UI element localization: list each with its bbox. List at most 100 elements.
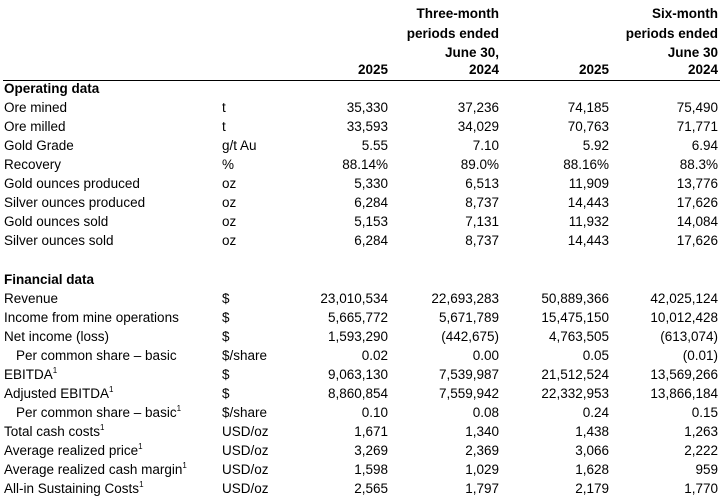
footnote-marker: 1 [139, 480, 144, 489]
row-unit: USD/oz [222, 424, 269, 439]
cell-value: 0.02 [361, 348, 388, 363]
row-label: Gold ounces sold [4, 212, 108, 231]
cell-value: 8,737 [465, 233, 499, 248]
cell-value: 6,513 [465, 176, 499, 191]
row-unit: $ [222, 291, 230, 306]
year-header: 2024 [468, 62, 499, 77]
row-label: Ore milled [4, 117, 66, 136]
row-label-text: Total cash costs [4, 424, 101, 439]
footnote-marker: 1 [182, 461, 187, 470]
row-unit: % [222, 157, 235, 172]
three-month-header-line3: June 30, [444, 45, 499, 60]
table-row: EBITDA1 $9,063,130 7,539,987 21,512,524 13,5… [0, 365, 723, 384]
row-label: Silver ounces produced [4, 193, 145, 212]
cell-value: 34,029 [457, 119, 499, 134]
cell-value: 1,263 [684, 424, 718, 439]
six-month-header-line2: periods ended [625, 25, 718, 41]
row-label: Total cash costs1 [4, 422, 105, 441]
cell-value: 21,512,524 [541, 367, 609, 382]
table-row: Average realized cash margin1 USD/oz 1,598… [0, 460, 723, 479]
row-label: Gold ounces produced [4, 174, 140, 193]
cell-value: 50,889,366 [541, 291, 609, 306]
cell-value: 13,569,266 [650, 367, 718, 382]
row-label-text: EBITDA [4, 367, 53, 382]
cell-value: 14,443 [567, 195, 609, 210]
row-unit: USD/oz [222, 443, 269, 458]
cell-value: 7,539,987 [438, 367, 499, 382]
row-unit: USD/oz [222, 481, 269, 496]
row-label: Net income (loss) [4, 327, 109, 346]
cell-value: 3,066 [575, 443, 609, 458]
footnote-marker: 1 [109, 385, 114, 394]
cell-value: 7,559,942 [438, 386, 499, 401]
cell-value: 35,330 [346, 100, 388, 115]
cell-value: 75,490 [676, 100, 718, 115]
row-unit: t [222, 100, 226, 115]
year-header: 2025 [357, 62, 388, 77]
cell-value: 11,932 [568, 214, 609, 229]
row-unit: g/t Au [222, 138, 257, 153]
row-label: Ore mined [4, 98, 67, 117]
cell-value: 1,797 [465, 481, 499, 496]
row-label: Per common share – basic1 [16, 403, 181, 422]
cell-value: 4,763,505 [548, 329, 609, 344]
row-label-text: Income from mine operations [4, 310, 179, 325]
cell-value: 74,185 [567, 100, 609, 115]
row-label-text: Adjusted EBITDA [4, 386, 110, 401]
section-heading-row: Operating data [0, 79, 723, 98]
row-label-text: Silver ounces produced [4, 195, 146, 210]
cell-value: 1,438 [575, 424, 609, 439]
cell-value: 0.10 [361, 405, 388, 420]
cell-value: 22,332,953 [541, 386, 609, 401]
cell-value: 88.14% [342, 157, 388, 172]
row-label: Adjusted EBITDA1 [4, 384, 114, 403]
cell-value: 14,443 [567, 233, 609, 248]
row-label-text: Net income (loss) [4, 329, 110, 344]
cell-value: 1,598 [354, 462, 388, 477]
row-label: Per common share – basic [16, 346, 177, 365]
row-label-text: Average realized cash margin [4, 462, 183, 477]
financial-section-title: Financial data [4, 272, 95, 287]
cell-value: 0.24 [582, 405, 609, 420]
cell-value: 14,084 [676, 214, 718, 229]
row-label-text: Average realized price [4, 443, 139, 458]
row-label-text: Per common share – basic [16, 405, 177, 420]
row-label: Average realized price1 [4, 441, 143, 460]
three-month-header-line1: Three-month [416, 6, 500, 21]
row-label-text: Silver ounces sold [4, 233, 114, 248]
year-header: 2024 [687, 62, 718, 77]
section-heading-row: Financial data [0, 270, 723, 289]
year-header-row: 2025 2024 2025 2024 [0, 60, 723, 79]
cell-value: 88.16% [563, 157, 609, 172]
cell-value: 71,771 [676, 119, 718, 134]
cell-value: 7,131 [465, 214, 499, 229]
cell-value: 88.3% [679, 157, 718, 172]
table-row: Gold ounces produced oz 5,330 6,513 11,909 13… [0, 174, 723, 193]
row-unit: oz [222, 214, 237, 229]
table-row: Per common share – basic $/share 0.02 0.00 0… [0, 346, 723, 365]
cell-value: 1,671 [354, 424, 388, 439]
cell-value: (442,675) [441, 329, 499, 344]
cell-value: 1,770 [684, 481, 718, 496]
cell-value: 17,626 [676, 195, 718, 210]
cell-value: 8,860,854 [327, 386, 388, 401]
footnote-marker: 1 [100, 423, 105, 432]
cell-value: 11,909 [568, 176, 609, 191]
cell-value: 89.0% [460, 157, 499, 172]
table-row: Recovery% 88.14% 89.0% 88.16% 88.3% [0, 155, 723, 174]
cell-value: 5,671,789 [438, 310, 499, 325]
table-row: Net income (loss) $1,593,290 (442,675) 4,76… [0, 327, 723, 346]
table-row: Per common share – basic1 $/share 0.10 0.08… [0, 403, 723, 422]
cell-value: 2,369 [465, 443, 499, 458]
table-row: Average realized price1 USD/oz 3,269 2,369 3… [0, 441, 723, 460]
table-row: Income from mine operations $5,665,772 5,6… [0, 308, 723, 327]
six-month-header-line1: Six-month [652, 6, 718, 21]
header-rule [3, 80, 720, 81]
row-label-text: Recovery [4, 157, 62, 172]
cell-value: 9,063,130 [327, 367, 388, 382]
row-unit: t [222, 119, 226, 134]
cell-value: 5.92 [582, 138, 609, 153]
row-unit: $ [222, 310, 230, 325]
cell-value: 13,866,184 [650, 386, 718, 401]
row-label: Revenue [4, 289, 58, 308]
